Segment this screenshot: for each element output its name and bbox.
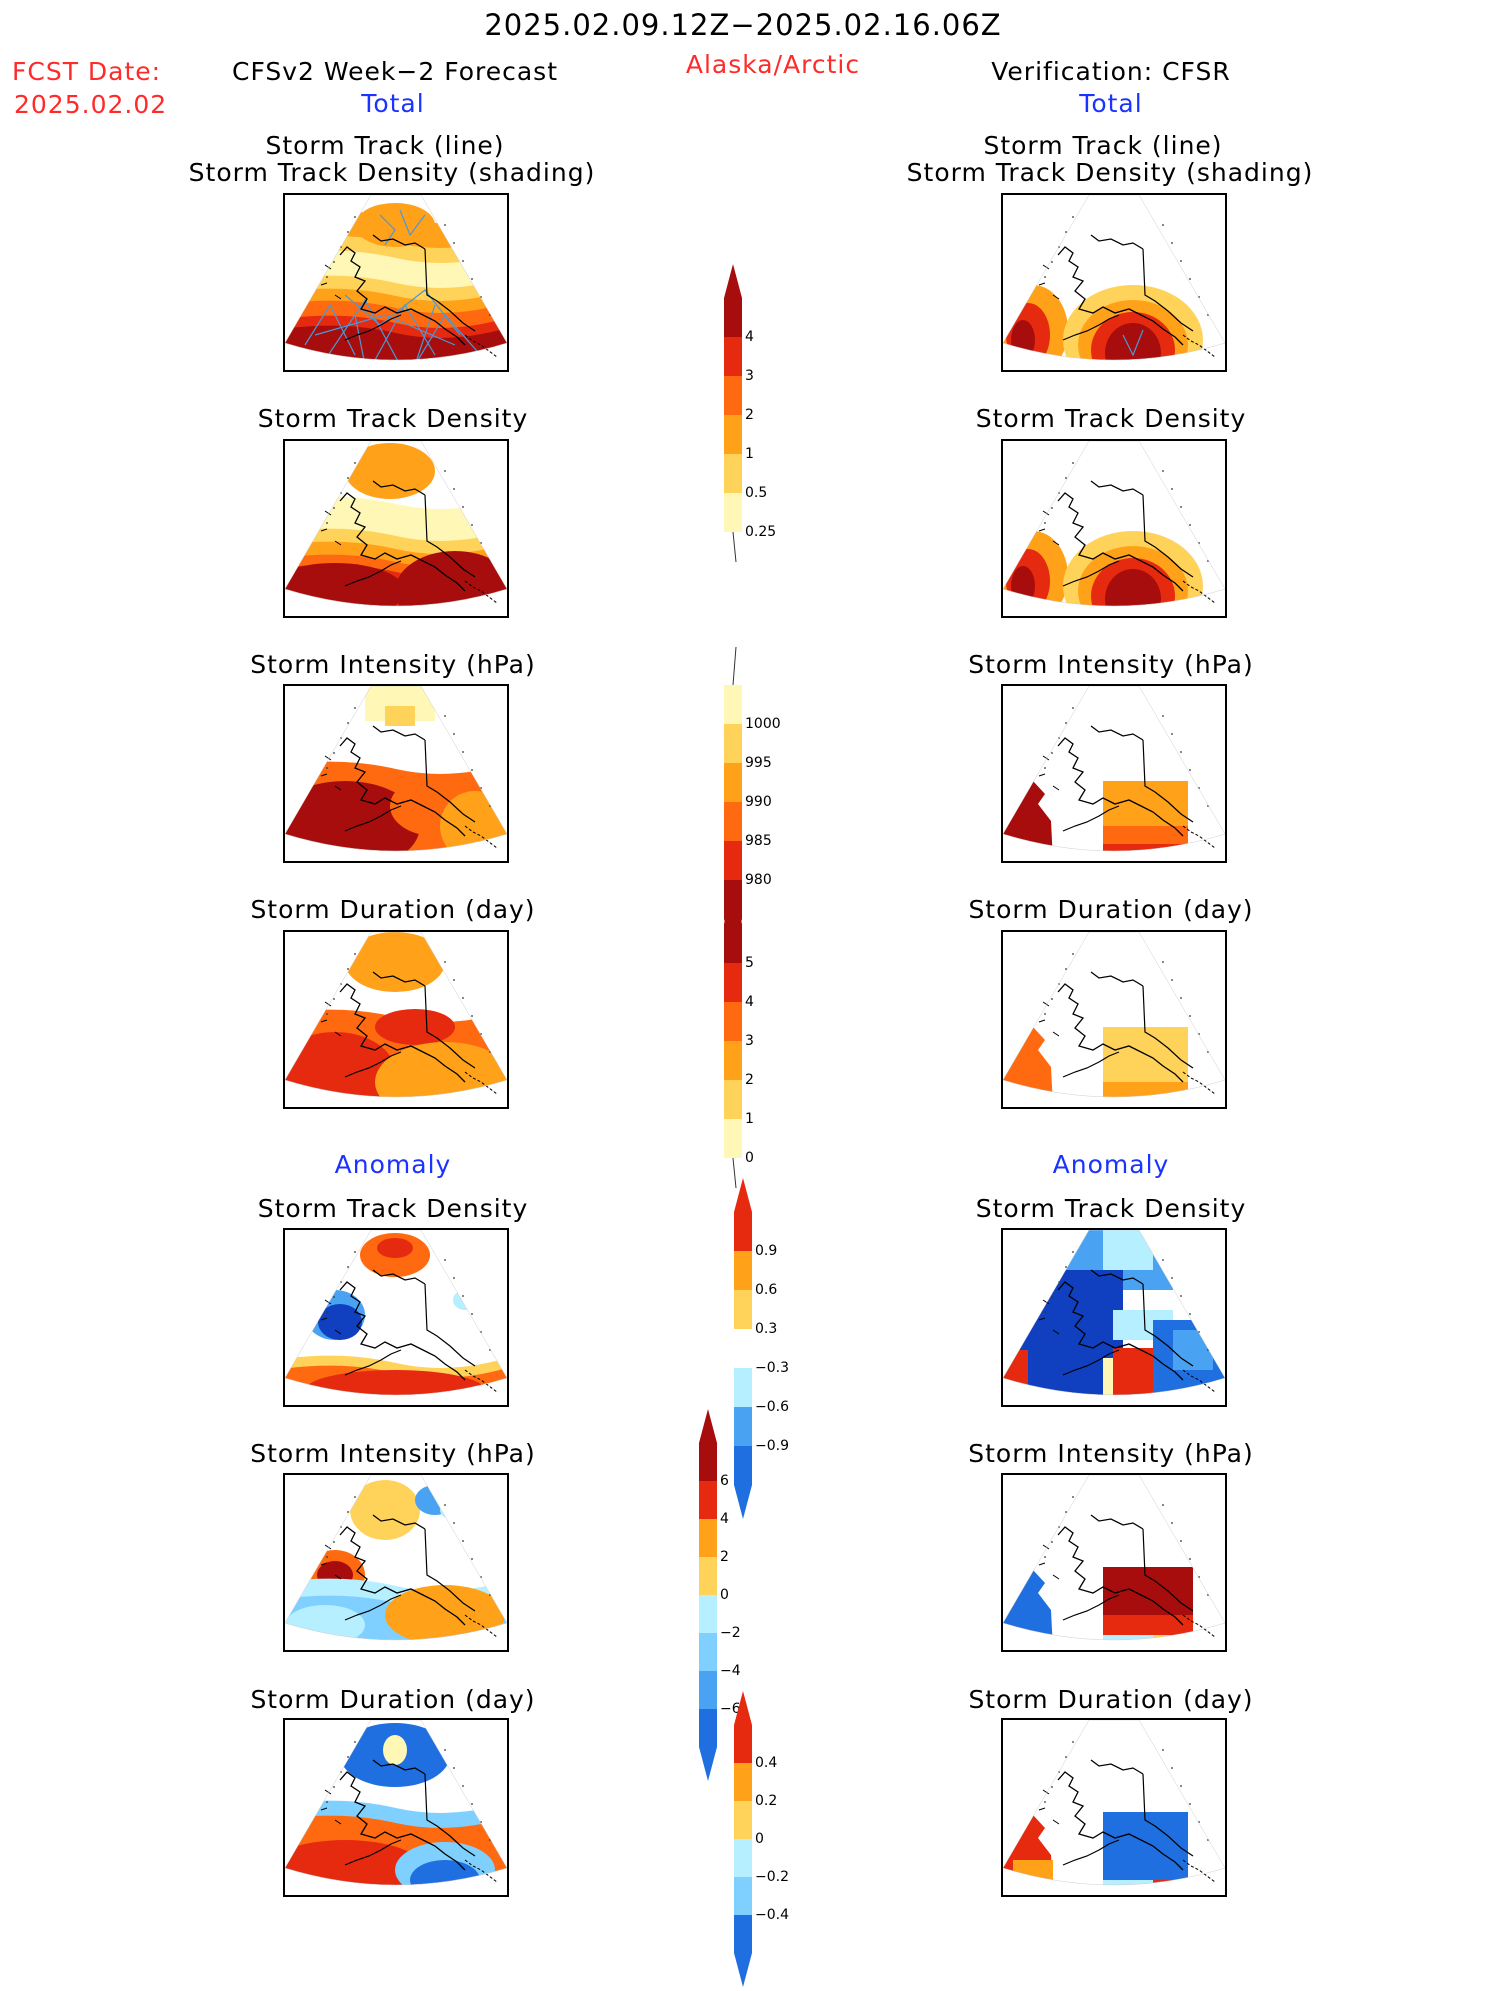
left-anom-density-title: Storm Track Density <box>257 1194 529 1223</box>
cb5-tick-label: −4 <box>720 1663 741 1679</box>
cb3-tick-label: 2 <box>745 1072 754 1088</box>
cb1-tick-label: 0.25 <box>745 524 777 540</box>
right-density-title: Storm Track Density <box>975 404 1247 433</box>
region-title: Alaska/Arctic <box>685 50 861 79</box>
intensity-colorbar: 1000 995 990 985 980 <box>724 646 781 957</box>
density-colorbar: 4 3 2 1 0.5 0.25 <box>724 264 776 566</box>
cb3-tick-label: 3 <box>745 1033 754 1049</box>
right-intensity-title: Storm Intensity (hPa) <box>968 650 1254 679</box>
fcst-density-map <box>283 439 509 618</box>
right-anom-density-title: Storm Track Density <box>975 1194 1247 1223</box>
verif-intensity-map <box>1001 684 1227 863</box>
cb2-tick-label: 980 <box>745 872 772 888</box>
fcst-anom-duration-map <box>283 1718 509 1897</box>
cb6-tick-label: −0.4 <box>755 1907 789 1923</box>
right-total-label: Total <box>1079 89 1143 118</box>
left-anom-duration-title: Storm Duration (day) <box>250 1685 536 1714</box>
left-track-line-title: Storm Track (line) <box>265 131 505 160</box>
fcst-date-label: FCST Date: <box>12 57 162 86</box>
cb6-tick-label: 0.4 <box>755 1755 778 1771</box>
fcst-date-value: 2025.02.02 <box>14 90 168 119</box>
verif-anom-intensity-map <box>1001 1473 1227 1652</box>
date-range-title: 2025.02.09.12Z−2025.02.16.06Z <box>484 8 1002 42</box>
right-anom-intensity-title: Storm Intensity (hPa) <box>968 1439 1254 1468</box>
fcst-track-map <box>283 193 509 372</box>
cb3-tick-label: 0 <box>745 1150 754 1166</box>
cb1-tick-label: 4 <box>745 329 754 345</box>
right-track-line-title: Storm Track (line) <box>983 131 1223 160</box>
left-anom-intensity-title: Storm Intensity (hPa) <box>250 1439 536 1468</box>
cb5-tick-label: 6 <box>720 1473 729 1489</box>
left-duration-title: Storm Duration (day) <box>250 895 536 924</box>
fcst-intensity-map <box>283 684 509 863</box>
cb3-tick-label: 1 <box>745 1111 754 1127</box>
cb4-tick-label: −0.9 <box>755 1438 789 1454</box>
cb1-tick-label: 3 <box>745 368 754 384</box>
fcst-duration-map <box>283 930 509 1109</box>
cb5-tick-label: 2 <box>720 1549 729 1565</box>
fcst-anom-density-map <box>283 1228 509 1407</box>
cb5-tick-label: −6 <box>720 1701 741 1717</box>
cb1-tick-label: 2 <box>745 407 754 423</box>
intensity-anomaly-colorbar: 6 4 2 0 −2 −4 −6 <box>699 1409 741 1785</box>
cb6-tick-label: 0 <box>755 1831 764 1847</box>
right-anom-duration-title: Storm Duration (day) <box>968 1685 1254 1714</box>
cb6-tick-label: 0.2 <box>755 1793 778 1809</box>
verif-track-map <box>1001 193 1227 372</box>
left-track-shading-title: Storm Track Density (shading) <box>188 158 596 187</box>
duration-colorbar: 5 4 3 2 1 0 <box>724 890 754 1192</box>
left-column-title: CFSv2 Week−2 Forecast <box>232 57 558 86</box>
cb4-tick-label: 0.6 <box>755 1282 778 1298</box>
cb1-tick-label: 0.5 <box>745 485 768 501</box>
verif-density-map <box>1001 439 1227 618</box>
verif-anom-density-map <box>1001 1228 1227 1407</box>
left-density-title: Storm Track Density <box>257 404 529 433</box>
cb4-tick-label: −0.3 <box>755 1360 789 1376</box>
right-column-title: Verification: CFSR <box>991 57 1231 86</box>
right-track-shading-title: Storm Track Density (shading) <box>906 158 1314 187</box>
fcst-anom-intensity-map <box>283 1473 509 1652</box>
left-anomaly-heading: Anomaly <box>334 1150 452 1179</box>
verif-anom-duration-map <box>1001 1718 1227 1897</box>
cb2-tick-label: 990 <box>745 794 772 810</box>
duration-anomaly-colorbar: 0.4 0.2 0 −0.2 −0.4 <box>734 1691 789 1991</box>
cb1-tick-label: 1 <box>745 446 754 462</box>
cb2-tick-label: 995 <box>745 755 772 771</box>
verif-duration-map <box>1001 930 1227 1109</box>
cb4-tick-label: 0.3 <box>755 1321 778 1337</box>
cb6-tick-label: −0.2 <box>755 1869 789 1885</box>
cb5-tick-label: 4 <box>720 1511 729 1527</box>
cb2-tick-label: 1000 <box>745 716 781 732</box>
cb3-tick-label: 4 <box>745 994 754 1010</box>
cb4-tick-label: −0.6 <box>755 1399 789 1415</box>
cb2-tick-label: 985 <box>745 833 772 849</box>
cb3-tick-label: 5 <box>745 955 754 971</box>
cb5-tick-label: −2 <box>720 1625 741 1641</box>
left-intensity-title: Storm Intensity (hPa) <box>250 650 536 679</box>
cb4-tick-label: 0.9 <box>755 1243 778 1259</box>
right-anomaly-heading: Anomaly <box>1052 1150 1170 1179</box>
cb5-tick-label: 0 <box>720 1587 729 1603</box>
left-total-label: Total <box>361 89 425 118</box>
right-duration-title: Storm Duration (day) <box>968 895 1254 924</box>
density-anomaly-colorbar: 0.9 0.6 0.3 −0.3 −0.6 −0.9 <box>734 1178 789 1523</box>
